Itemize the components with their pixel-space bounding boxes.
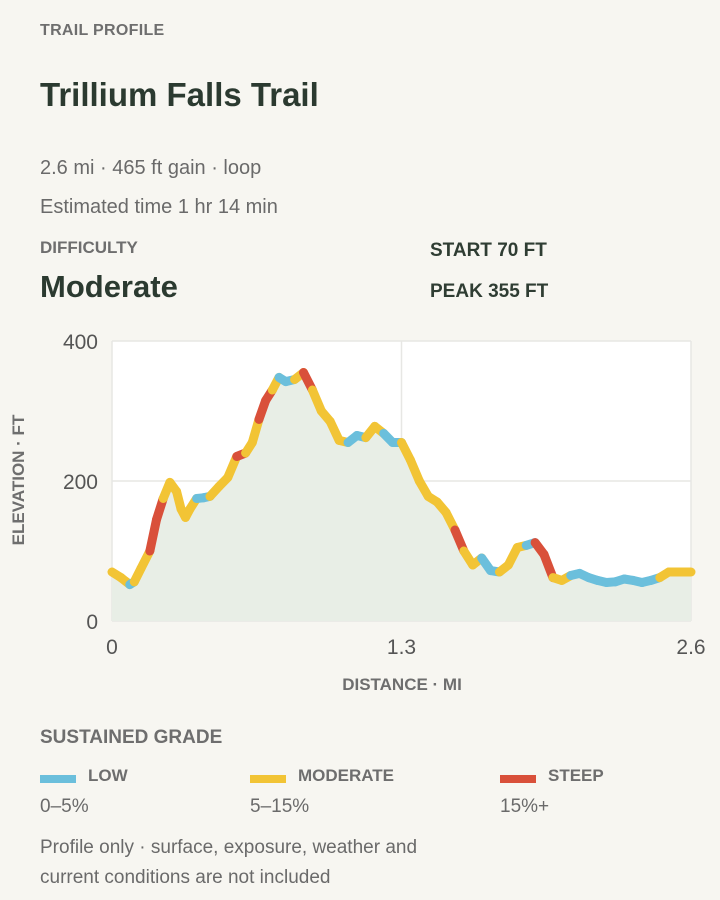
y-axis-label: ELEVATION · FT xyxy=(9,414,28,545)
legend-name: STEEP xyxy=(548,766,604,785)
line-segment-steep xyxy=(145,515,162,556)
x-axis-ticks: 0 1.3 2.6 xyxy=(106,636,705,659)
legend-range: 0–5% xyxy=(40,796,89,817)
legend-swatch-moderate xyxy=(250,775,286,783)
footnote: Profile only · surface, exposure, weathe… xyxy=(40,837,418,888)
y-tick-label: 200 xyxy=(63,471,98,494)
overline: TRAIL PROFILE xyxy=(40,22,165,39)
x-tick-label: 0 xyxy=(106,636,118,659)
y-tick-label: 0 xyxy=(86,611,98,634)
page-title: Trillium Falls Trail xyxy=(40,76,319,113)
peak-elevation: PEAK 355 FT xyxy=(430,281,549,302)
x-tick-label: 2.6 xyxy=(676,636,705,659)
y-tick-label: 400 xyxy=(63,331,98,354)
legend-title: SUSTAINED GRADE xyxy=(40,727,223,748)
trail-summary: 2.6 mi · 465 ft gain · loop xyxy=(40,157,262,179)
legend-name: MODERATE xyxy=(298,766,395,785)
x-tick-label: 1.3 xyxy=(387,636,416,659)
legend-range: 15%+ xyxy=(500,796,550,817)
chart-series-line xyxy=(107,368,696,590)
x-axis-label: DISTANCE · MI xyxy=(342,675,462,694)
legend-swatch-low xyxy=(40,775,76,783)
elevation-chart: 0 1.3 2.6 0 200 400 DISTANCE · MI ELEVATION … xyxy=(9,331,706,694)
y-axis-ticks: 0 200 400 xyxy=(63,331,98,634)
start-elevation: START 70 FT xyxy=(430,240,547,261)
difficulty-value: Moderate xyxy=(40,269,178,304)
legend-swatch-steep xyxy=(500,775,536,783)
legend-range: 5–15% xyxy=(250,796,310,817)
legend-name: LOW xyxy=(88,766,128,785)
estimated-time: Estimated time 1 hr 14 min xyxy=(40,196,278,218)
difficulty-label: DIFFICULTY xyxy=(40,238,138,257)
